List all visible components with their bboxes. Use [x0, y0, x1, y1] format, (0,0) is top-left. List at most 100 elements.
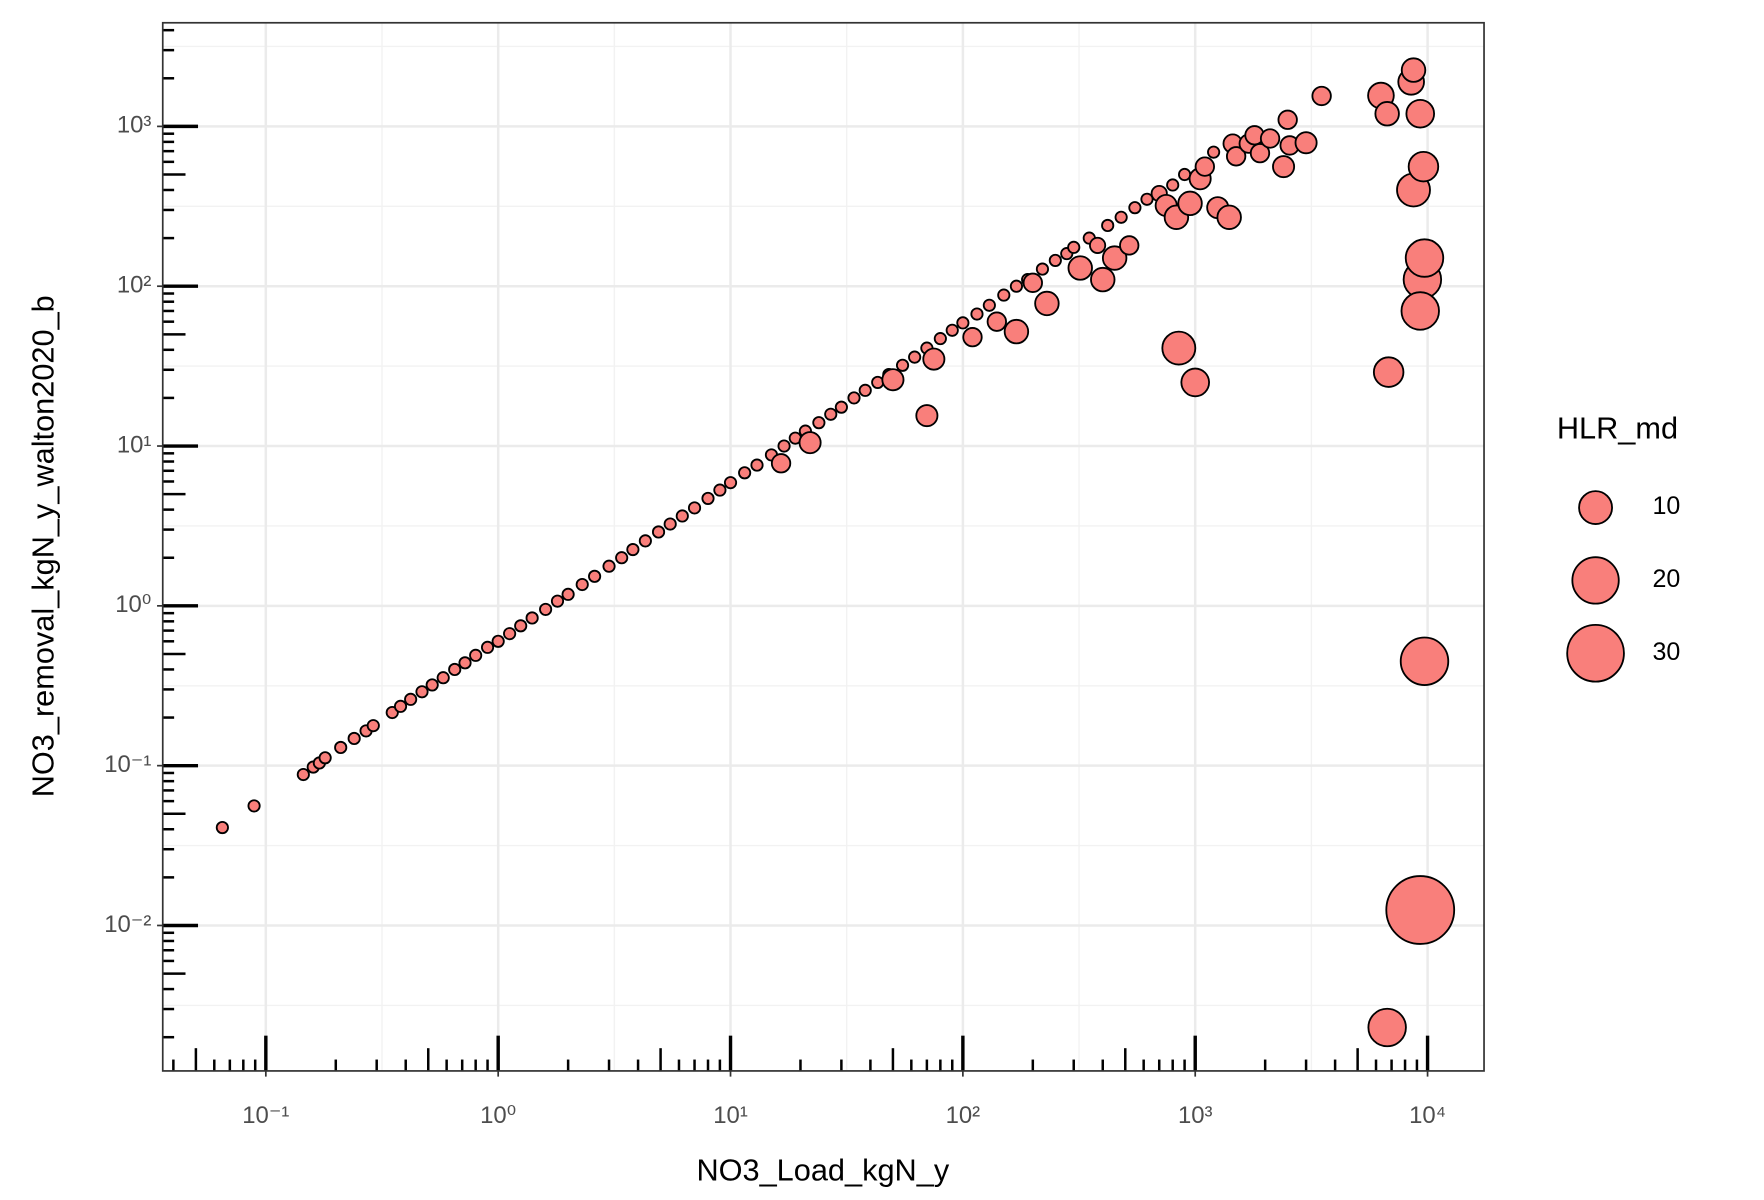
point [1166, 178, 1180, 192]
point [1207, 145, 1221, 159]
point [448, 662, 462, 677]
x-tick-label: 10⁰ [480, 1102, 516, 1129]
legend-title: HLR_md [1557, 410, 1678, 445]
point [525, 611, 539, 625]
point [615, 551, 629, 565]
legend-key [1578, 490, 1613, 525]
point [1311, 85, 1332, 107]
point [415, 685, 429, 699]
point [334, 740, 348, 755]
legend-key [1571, 556, 1620, 605]
point [1259, 128, 1281, 149]
point [970, 307, 984, 321]
point [1067, 240, 1081, 254]
point [895, 358, 910, 372]
point [1399, 636, 1450, 686]
point [514, 619, 528, 633]
point [1249, 143, 1271, 164]
point [777, 439, 791, 453]
point [1216, 204, 1242, 230]
point [1194, 156, 1215, 177]
y-tick-label: 10⁻¹ [104, 751, 151, 778]
point [1374, 101, 1400, 127]
point [561, 587, 575, 601]
point [626, 542, 640, 557]
point [1009, 279, 1023, 293]
point [675, 509, 689, 523]
point [1225, 146, 1247, 167]
point [393, 699, 408, 713]
point [858, 383, 872, 397]
legend-label: 30 [1652, 638, 1680, 666]
legend-key [1566, 623, 1625, 683]
point [503, 627, 517, 641]
point [491, 634, 505, 648]
legend-label: 10 [1652, 492, 1680, 520]
point [1404, 238, 1445, 278]
x-tick-label: 10⁴ [1409, 1102, 1446, 1129]
point [1089, 236, 1107, 254]
point [1161, 330, 1197, 366]
point [997, 288, 1011, 302]
point [956, 316, 970, 330]
point [638, 534, 652, 548]
point [458, 656, 472, 670]
point [663, 517, 677, 531]
point [1407, 150, 1440, 183]
point [539, 602, 553, 616]
point [1372, 356, 1405, 388]
legend-label: 20 [1652, 565, 1680, 593]
point [469, 648, 483, 662]
point [1119, 235, 1140, 256]
point [945, 323, 959, 337]
point [1090, 266, 1116, 293]
point [575, 577, 589, 592]
point [770, 453, 792, 474]
point [1400, 57, 1427, 83]
point [366, 719, 380, 733]
point [1140, 192, 1154, 206]
point [1003, 318, 1030, 345]
point [602, 559, 616, 573]
x-tick-label: 10³ [1178, 1102, 1213, 1129]
point [1272, 155, 1296, 179]
point [404, 692, 418, 706]
point [713, 483, 727, 497]
point [1067, 255, 1093, 281]
point [651, 525, 666, 539]
point [750, 458, 764, 472]
point [247, 799, 261, 813]
point [1367, 1007, 1407, 1048]
point [986, 311, 1007, 332]
x-tick-label: 10² [946, 1102, 981, 1129]
point [1400, 291, 1440, 331]
point [687, 501, 702, 515]
point [933, 332, 947, 346]
point [915, 404, 939, 428]
point [318, 751, 332, 765]
y-tick-label: 10¹ [117, 431, 152, 458]
x-tick-label: 10¹ [713, 1102, 748, 1129]
y-tick-label: 10³ [117, 112, 152, 139]
point [1114, 210, 1128, 224]
point [480, 640, 495, 654]
x-tick-label: 10⁻¹ [242, 1102, 289, 1129]
point [1177, 190, 1203, 217]
point [296, 767, 310, 782]
point [962, 327, 983, 348]
point [550, 594, 565, 608]
point [436, 671, 450, 685]
panel-border [161, 21, 1485, 1072]
point [1101, 218, 1115, 233]
point [1035, 262, 1050, 276]
point [1128, 201, 1142, 215]
point [1277, 109, 1298, 130]
y-tick-label: 10² [117, 272, 152, 299]
y-tick-label: 10⁻² [104, 911, 151, 938]
point [1022, 272, 1043, 293]
point [1180, 367, 1210, 398]
point [1294, 131, 1318, 155]
point [1405, 98, 1436, 129]
